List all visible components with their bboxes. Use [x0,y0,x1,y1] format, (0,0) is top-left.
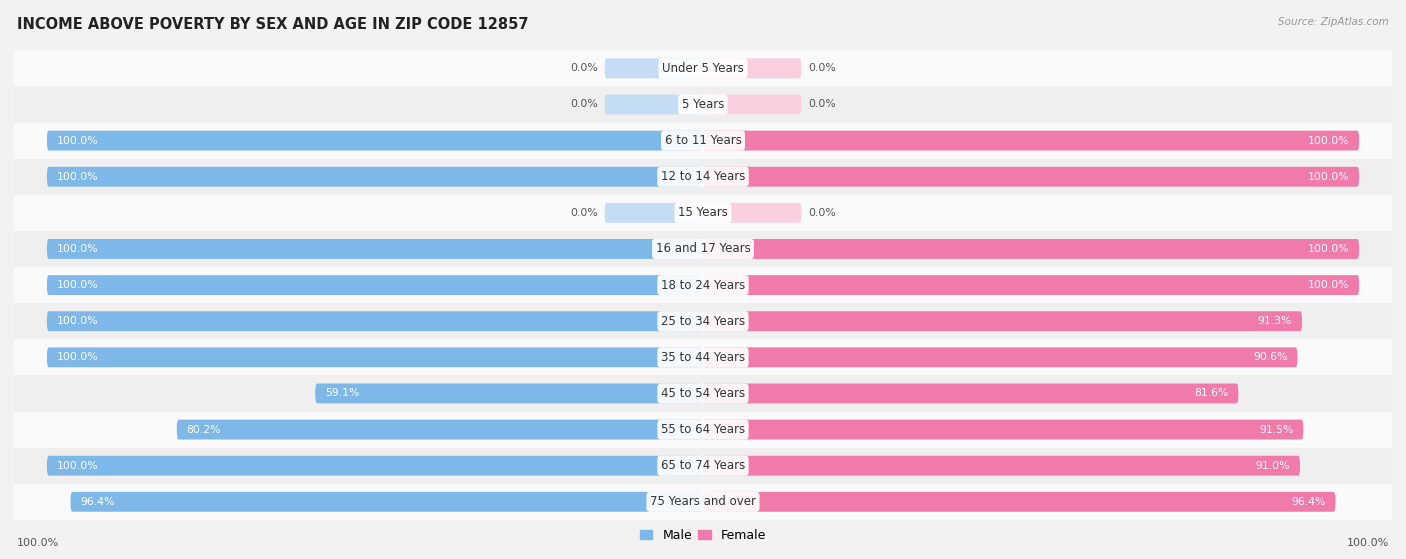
Legend: Male, Female: Male, Female [640,529,766,542]
Text: 81.6%: 81.6% [1194,389,1229,399]
Text: 100.0%: 100.0% [56,244,98,254]
Text: 100.0%: 100.0% [1347,538,1389,548]
Bar [14,484,1392,520]
FancyBboxPatch shape [703,239,1360,259]
Text: 100.0%: 100.0% [56,280,98,290]
Text: 45 to 54 Years: 45 to 54 Years [661,387,745,400]
Text: 100.0%: 100.0% [56,352,98,362]
FancyBboxPatch shape [703,131,1360,150]
FancyBboxPatch shape [703,383,1239,404]
Bar [14,50,1392,87]
FancyBboxPatch shape [46,311,703,331]
FancyBboxPatch shape [703,94,801,115]
Text: 96.4%: 96.4% [80,497,115,507]
Text: 0.0%: 0.0% [571,208,598,218]
Text: 12 to 14 Years: 12 to 14 Years [661,170,745,183]
Bar [14,87,1392,122]
Text: 100.0%: 100.0% [17,538,59,548]
Text: 35 to 44 Years: 35 to 44 Years [661,351,745,364]
Text: 90.6%: 90.6% [1253,352,1288,362]
Text: 0.0%: 0.0% [808,208,835,218]
Text: 55 to 64 Years: 55 to 64 Years [661,423,745,436]
Text: 100.0%: 100.0% [1308,244,1350,254]
Text: 0.0%: 0.0% [571,63,598,73]
FancyBboxPatch shape [46,239,703,259]
Text: 5 Years: 5 Years [682,98,724,111]
Text: 80.2%: 80.2% [187,425,221,434]
Bar [14,303,1392,339]
FancyBboxPatch shape [46,131,703,150]
FancyBboxPatch shape [46,456,703,476]
FancyBboxPatch shape [177,420,703,439]
Bar [14,339,1392,376]
Text: 91.5%: 91.5% [1260,425,1294,434]
FancyBboxPatch shape [46,275,703,295]
Text: 100.0%: 100.0% [56,172,98,182]
Text: 100.0%: 100.0% [1308,172,1350,182]
FancyBboxPatch shape [703,59,801,78]
Text: 15 Years: 15 Years [678,206,728,219]
Bar [14,267,1392,303]
Text: 100.0%: 100.0% [1308,280,1350,290]
FancyBboxPatch shape [315,383,703,404]
Text: Source: ZipAtlas.com: Source: ZipAtlas.com [1278,17,1389,27]
Bar [14,231,1392,267]
FancyBboxPatch shape [605,94,703,115]
FancyBboxPatch shape [703,456,1301,476]
Text: Under 5 Years: Under 5 Years [662,62,744,75]
Bar [14,159,1392,195]
Text: 100.0%: 100.0% [1308,136,1350,145]
Bar [14,376,1392,411]
Bar [14,411,1392,448]
FancyBboxPatch shape [703,420,1303,439]
Bar [14,122,1392,159]
Text: 59.1%: 59.1% [325,389,360,399]
Text: 96.4%: 96.4% [1291,497,1326,507]
FancyBboxPatch shape [46,347,703,367]
FancyBboxPatch shape [70,492,703,511]
Text: 65 to 74 Years: 65 to 74 Years [661,459,745,472]
Text: 0.0%: 0.0% [808,63,835,73]
Text: 100.0%: 100.0% [56,316,98,326]
Bar [14,195,1392,231]
FancyBboxPatch shape [605,59,703,78]
Text: 100.0%: 100.0% [56,461,98,471]
FancyBboxPatch shape [703,347,1298,367]
Text: INCOME ABOVE POVERTY BY SEX AND AGE IN ZIP CODE 12857: INCOME ABOVE POVERTY BY SEX AND AGE IN Z… [17,17,529,32]
Text: 6 to 11 Years: 6 to 11 Years [665,134,741,147]
FancyBboxPatch shape [703,203,801,223]
Text: 91.0%: 91.0% [1256,461,1291,471]
Bar [14,448,1392,484]
Text: 0.0%: 0.0% [808,100,835,110]
FancyBboxPatch shape [46,167,703,187]
Text: 16 and 17 Years: 16 and 17 Years [655,243,751,255]
Text: 18 to 24 Years: 18 to 24 Years [661,278,745,292]
FancyBboxPatch shape [703,167,1360,187]
FancyBboxPatch shape [703,275,1360,295]
FancyBboxPatch shape [703,492,1336,511]
Text: 75 Years and over: 75 Years and over [650,495,756,508]
Text: 91.3%: 91.3% [1258,316,1292,326]
FancyBboxPatch shape [605,203,703,223]
Text: 0.0%: 0.0% [571,100,598,110]
Text: 100.0%: 100.0% [56,136,98,145]
Text: 25 to 34 Years: 25 to 34 Years [661,315,745,328]
FancyBboxPatch shape [703,311,1302,331]
